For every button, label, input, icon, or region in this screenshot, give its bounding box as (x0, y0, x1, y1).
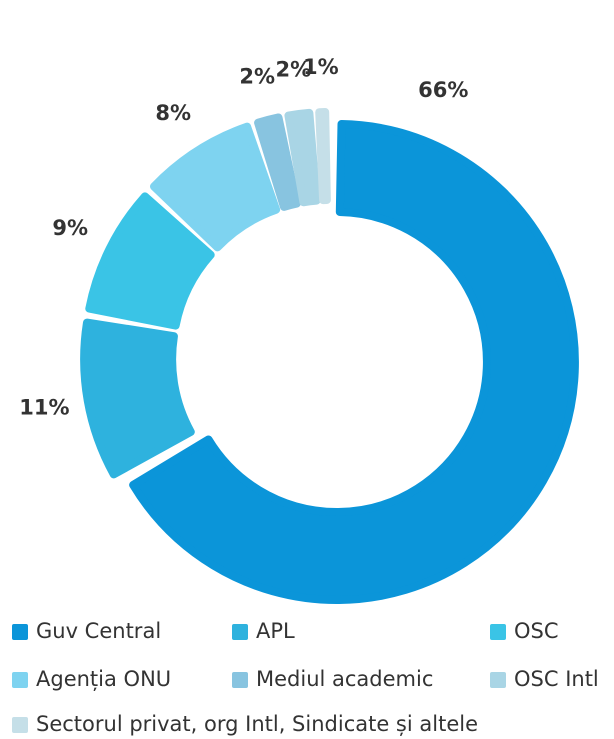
data-label: 8% (155, 101, 191, 125)
data-label: 11% (19, 395, 69, 419)
donut-slice (315, 108, 331, 205)
donut-slice (284, 108, 321, 207)
donut-slice (149, 122, 281, 252)
legend-swatch (12, 624, 28, 640)
data-label: 2% (275, 57, 311, 81)
legend-swatch (232, 624, 248, 640)
legend-label: Agenția ONU (36, 667, 171, 691)
legend-label: Sectorul privat, org Intl, Sindicate și … (36, 712, 478, 736)
legend-label: Mediul academic (256, 667, 433, 691)
donut-slice (129, 120, 579, 604)
data-label: 1% (303, 55, 339, 79)
legend-swatch (12, 672, 28, 688)
donut-slice (85, 192, 215, 330)
data-label: 66% (418, 78, 468, 102)
donut-slice (254, 113, 301, 211)
data-label: 2% (239, 64, 275, 88)
legend-label: OSC (514, 619, 559, 643)
data-label: 9% (52, 216, 88, 240)
legend-swatch (490, 624, 506, 640)
legend-label: APL (256, 619, 295, 643)
legend-swatch (12, 717, 28, 733)
legend-swatch (490, 672, 506, 688)
legend-label: OSC Intl (514, 667, 599, 691)
donut-slice (80, 318, 195, 479)
legend-swatch (232, 672, 248, 688)
legend-label: Guv Central (36, 619, 161, 643)
